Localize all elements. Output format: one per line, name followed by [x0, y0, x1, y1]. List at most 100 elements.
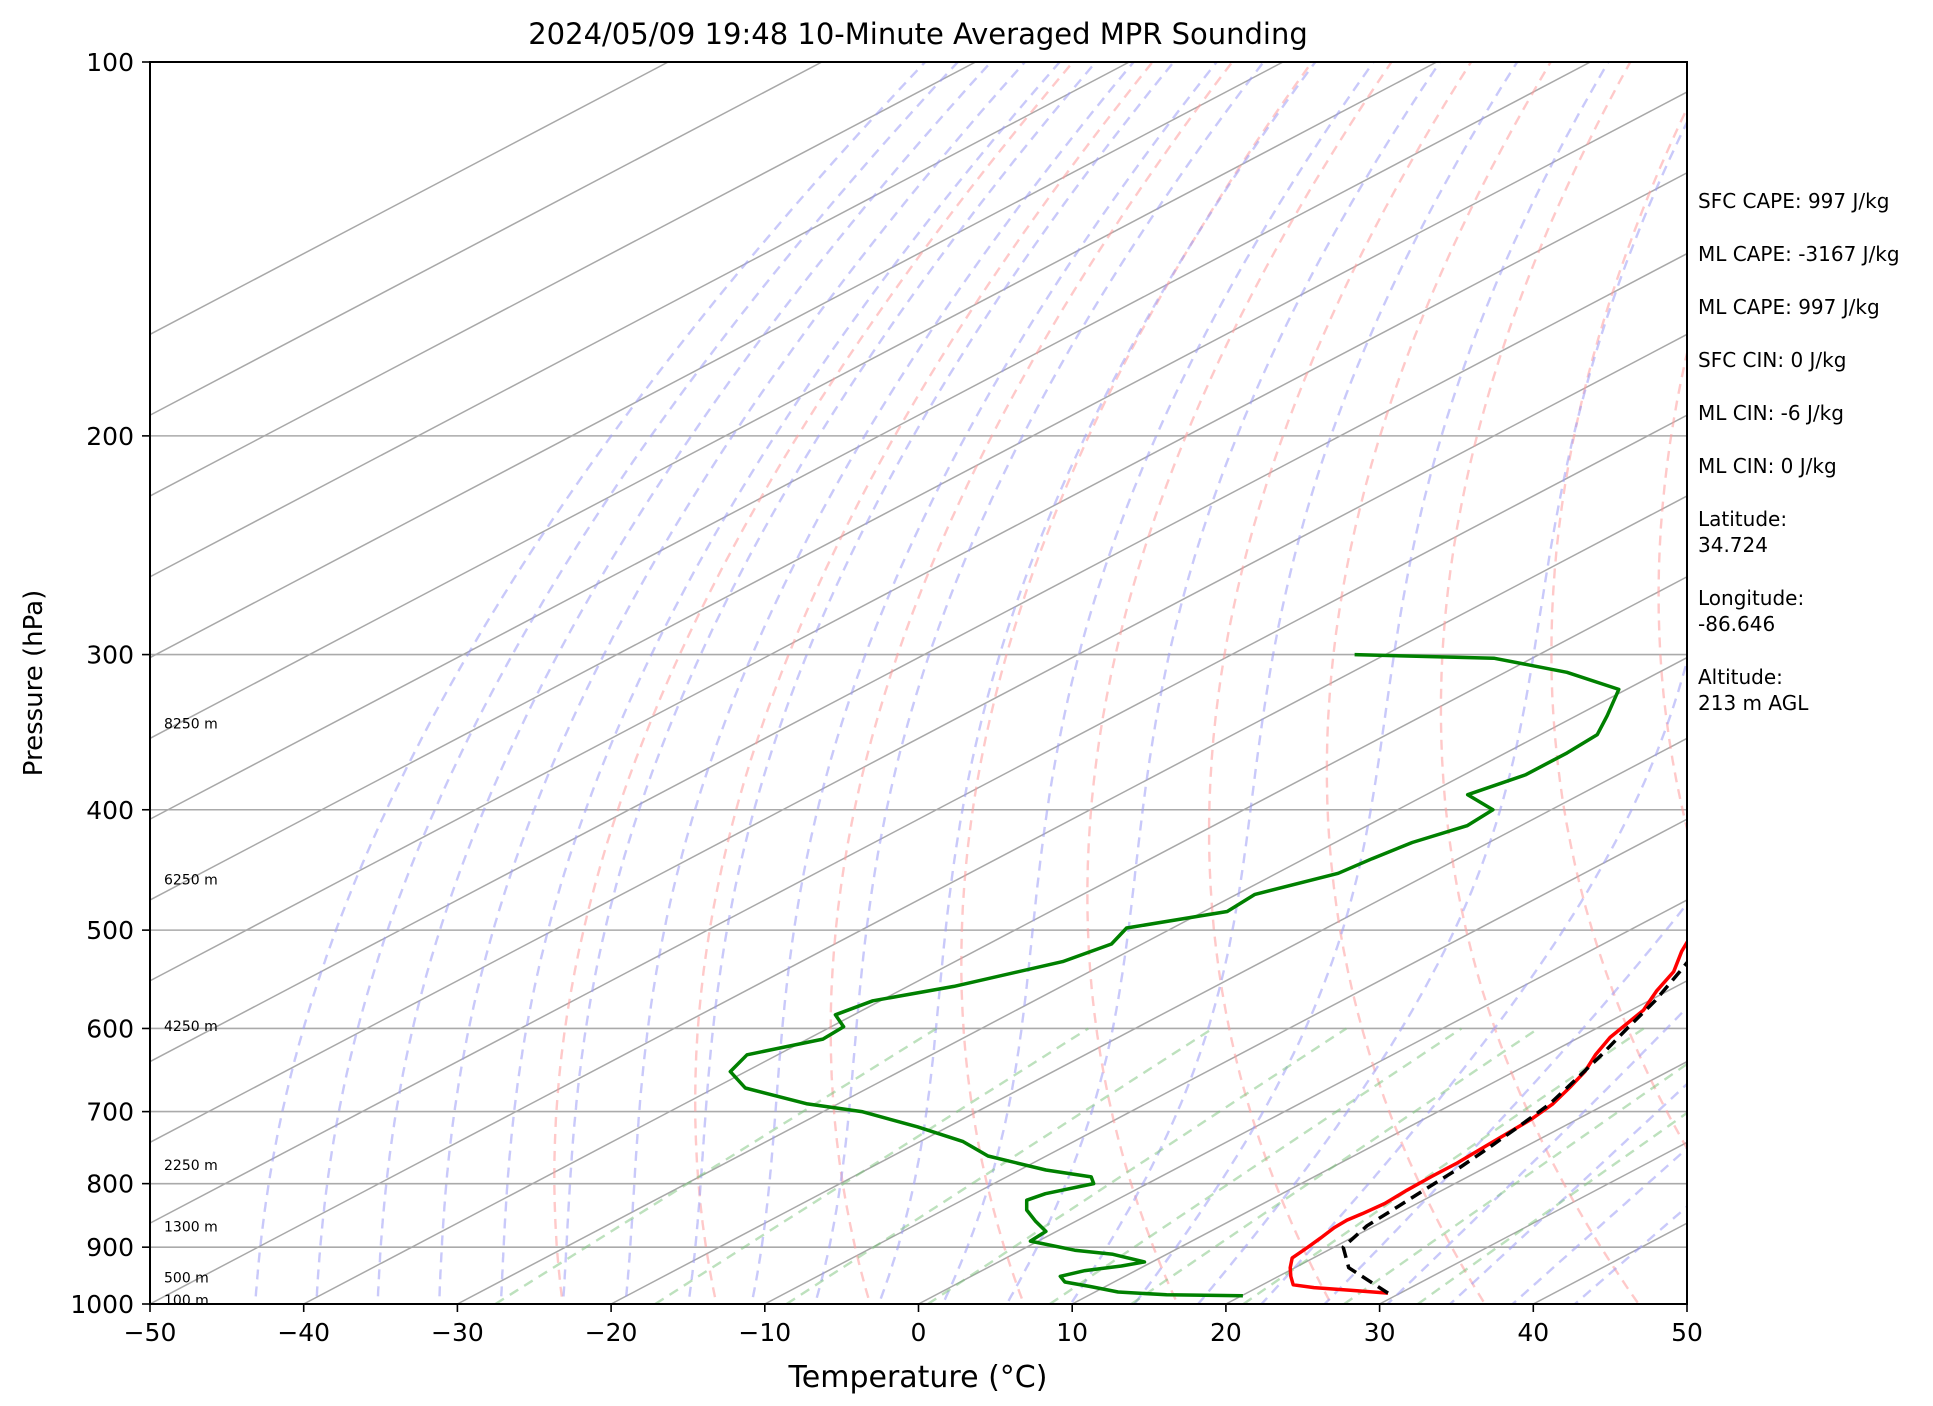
y-tick-label: 800 [86, 1170, 134, 1199]
dry-adiabat [1550, 105, 1687, 1151]
x-tick-label: 0 [911, 1318, 927, 1347]
isotherm-line [150, 62, 823, 417]
dry-adiabat [1086, 62, 1393, 1304]
parcel-line [1341, 959, 1687, 1295]
moist-adiabat [1196, 119, 1687, 1304]
y-tick-label: 300 [86, 641, 134, 670]
isotherm-line [150, 62, 976, 497]
y-tick-label: 500 [86, 916, 134, 945]
isotherm-line [150, 91, 1687, 901]
y-tick-label: 600 [86, 1014, 134, 1043]
height-label: 100 m [164, 1293, 209, 1309]
isotherm-line [150, 171, 1687, 982]
moist-adiabat [376, 62, 992, 1304]
moist-adiabat [1133, 62, 1610, 1304]
dry-adiabat [1439, 62, 1641, 1304]
isotherm-line [1071, 979, 1687, 1304]
y-tick-label: 900 [86, 1233, 134, 1262]
moist-adiabat [877, 62, 1317, 1304]
x-tick-label: 10 [1056, 1318, 1088, 1347]
moist-adiabat [315, 62, 959, 1304]
isotherm-line [918, 899, 1687, 1304]
isotherm-line [150, 333, 1687, 1144]
isotherm-line [150, 62, 1591, 821]
isotherm-line [150, 495, 1687, 1304]
sounding-parameter: ML CIN: -6 J/kg [1698, 401, 1844, 425]
y-tick-label: 700 [86, 1098, 134, 1127]
moist-adiabat [687, 62, 1175, 1304]
mixing-ratio-line [1049, 1027, 1463, 1304]
isotherm-line [1225, 1060, 1687, 1304]
isotherm-line [150, 62, 1284, 659]
moist-adiabat [437, 62, 1026, 1304]
mixing-ratio-line [785, 1027, 1214, 1304]
dry-adiabat [553, 62, 1074, 1304]
data-lines [728, 652, 1687, 1298]
mixing-ratio-line [654, 1027, 1089, 1304]
x-tick-label: −10 [738, 1318, 791, 1347]
sounding-parameter: Altitude: 213 m AGL [1698, 665, 1809, 715]
isotherm-line [303, 575, 1687, 1304]
x-tick-label: −20 [585, 1318, 638, 1347]
height-label: 4250 m [164, 1019, 218, 1035]
sounding-parameter: SFC CAPE: 997 J/kg [1698, 189, 1890, 213]
moist-adiabat [1385, 1005, 1687, 1304]
sounding-parameter: Latitude: 34.724 [1698, 507, 1788, 557]
dry-adiabat [829, 62, 1234, 1304]
mixing-ratio-line [494, 1027, 938, 1304]
dewpoint-line [728, 652, 1621, 1298]
isotherm-line [764, 818, 1687, 1304]
x-tick-label: 30 [1364, 1318, 1396, 1347]
height-label: 6250 m [164, 872, 218, 888]
moist-adiabat [750, 62, 1218, 1304]
isotherm-line [150, 252, 1687, 1063]
moist-adiabat [624, 62, 1135, 1304]
isotherm-line [150, 414, 1687, 1225]
height-label: 500 m [164, 1270, 209, 1286]
dry-adiabat [1207, 62, 1473, 1304]
height-label: 8250 m [164, 717, 218, 733]
plot-frame [149, 61, 1688, 1305]
isotherm-line [610, 737, 1687, 1304]
x-tick-label: −30 [431, 1318, 484, 1347]
y-tick-label: 200 [86, 422, 134, 451]
moist-adiabat [253, 62, 926, 1304]
mixing-ratio-line [1130, 1027, 1539, 1304]
x-tick-label: 40 [1517, 1318, 1549, 1347]
background-lines [150, 62, 1687, 1304]
x-tick-label: −40 [277, 1318, 330, 1347]
mixing-ratio-line [1343, 1062, 1687, 1304]
moist-adiabat [1069, 62, 1519, 1304]
dry-adiabat [693, 62, 1154, 1304]
x-tick-label: 20 [1210, 1318, 1242, 1347]
sounding-parameter: Longitude: -86.646 [1698, 586, 1805, 636]
y-tick-label: 100 [86, 48, 134, 77]
height-label: 2250 m [164, 1158, 218, 1174]
y-tick-label: 400 [86, 796, 134, 825]
mixing-ratio-line [1242, 1027, 1645, 1304]
moist-adiabat [813, 62, 1265, 1304]
isotherm-line [150, 62, 669, 336]
height-labels: 8250 m 6250 m 4250 m 2250 m 1300 m 500 m 100 m [164, 717, 218, 1310]
sounding-parameter: ML CIN: 0 J/kg [1698, 454, 1837, 478]
dry-adiabat [1325, 62, 1552, 1304]
moist-adiabat [499, 62, 1061, 1304]
sounding-parameter: ML CAPE: 997 J/kg [1698, 295, 1880, 319]
y-tick-label: 1000 [70, 1290, 134, 1319]
sounding-parameters: SFC CAPE: 997 J/kg ML CAPE: -3167 J/kg ML … [1698, 188, 1930, 743]
y-axis-label: Pressure (hPa) [19, 590, 49, 777]
moist-adiabat [1323, 901, 1687, 1304]
sounding-parameter: ML CAPE: -3167 J/kg [1698, 242, 1900, 266]
isotherm-line [457, 656, 1687, 1304]
x-tick-label: −50 [124, 1318, 177, 1347]
x-axis-label: Temperature (°C) [788, 1360, 1048, 1395]
isotherm-line [150, 62, 1438, 740]
isotherm-line [150, 62, 1130, 578]
mixing-ratio-line [927, 1027, 1348, 1304]
axes: −50 −40 −30 −20 −10 0 10 20 30 40 50 100 200 300 400 50… [70, 48, 1703, 1347]
height-label: 1300 m [164, 1219, 218, 1235]
dry-adiabat [1657, 348, 1687, 834]
moist-adiabat [561, 62, 1097, 1304]
x-tick-label: 50 [1671, 1318, 1703, 1347]
